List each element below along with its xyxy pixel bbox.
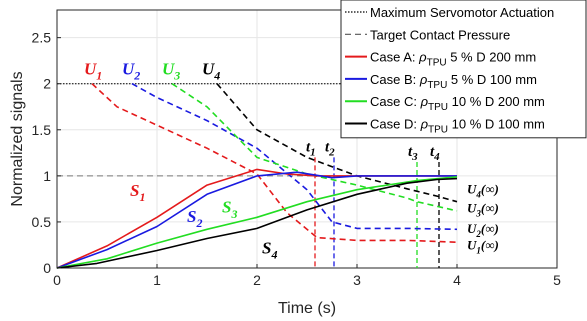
x-tick-label: 2	[253, 272, 261, 288]
legend: Maximum Servomotor Actuation Target Conta…	[340, 0, 587, 139]
x-tick-label: 4	[453, 272, 461, 288]
y-tick-label: 0	[43, 260, 51, 276]
annotations: U1 U2 U3 U4 S1 S2 S3 S4 U4(∞) U3(∞) U2(∞)U1(∞)	[84, 60, 499, 262]
x-tick-label: 0	[53, 272, 61, 288]
series-line-U1	[91, 83, 458, 243]
annotation-U3: U3	[162, 60, 180, 83]
x-tick-label: 3	[353, 272, 361, 288]
legend-entry: Target Contact Pressure	[370, 27, 510, 42]
y-tick-label: 1.5	[32, 122, 52, 138]
axis-ticks: 0 1 2 3 4 5 0 0.5 1 1.5 2 2.5	[32, 30, 562, 288]
annotation-U3-inf: U3(∞)	[467, 201, 499, 219]
annotation-U4-inf: U4(∞)	[467, 181, 499, 199]
series-line-S4	[56, 177, 458, 269]
legend-entry: Case D: ρTPU 10 % D 100 mm	[370, 117, 545, 136]
annotation-U1: U1	[84, 60, 102, 83]
annotation-U2: U2	[122, 60, 140, 83]
y-tick-label: 0.5	[32, 214, 52, 230]
y-tick-label: 1	[43, 168, 51, 184]
annotation-S1: S1	[130, 181, 145, 204]
x-tick-label: 5	[553, 272, 561, 288]
time-marker-label-t3: t3	[408, 144, 418, 163]
annotation-U1-inf: U1(∞)	[467, 238, 499, 256]
series-line-U3	[171, 83, 458, 212]
time-marker-label-t1: t1	[306, 139, 316, 158]
annotation-S2: S2	[187, 207, 202, 230]
series-line-U2	[131, 82, 458, 231]
legend-entry: Case C: ρTPU 10 % D 200 mm	[370, 94, 545, 113]
annotation-S3: S3	[222, 198, 237, 221]
series-line-S2	[56, 171, 457, 269]
y-tick-label: 2.5	[32, 30, 52, 46]
annotation-U2-inf: U2(∞)	[467, 221, 499, 239]
series-line-S3	[56, 176, 458, 269]
time-marker-label-t4: t4	[430, 144, 440, 163]
y-tick-label: 2	[43, 76, 51, 92]
y-axis-label: Normalized signals	[9, 71, 26, 206]
legend-entry: Case B: ρTPU 5 % D 100 mm	[370, 72, 537, 91]
plot-area	[56, 9, 558, 269]
x-tick-label: 1	[153, 272, 161, 288]
series-lines	[56, 82, 458, 269]
annotation-S4: S4	[262, 238, 277, 261]
annotation-U4: U4	[202, 60, 220, 83]
legend-entry: Maximum Servomotor Actuation	[370, 5, 554, 20]
x-axis-label: Time (s)	[278, 300, 336, 317]
legend-entry: Case A: ρTPU 5 % D 200 mm	[370, 50, 536, 69]
time-marker-label-t2: t2	[325, 139, 335, 158]
legend-box	[340, 0, 587, 139]
